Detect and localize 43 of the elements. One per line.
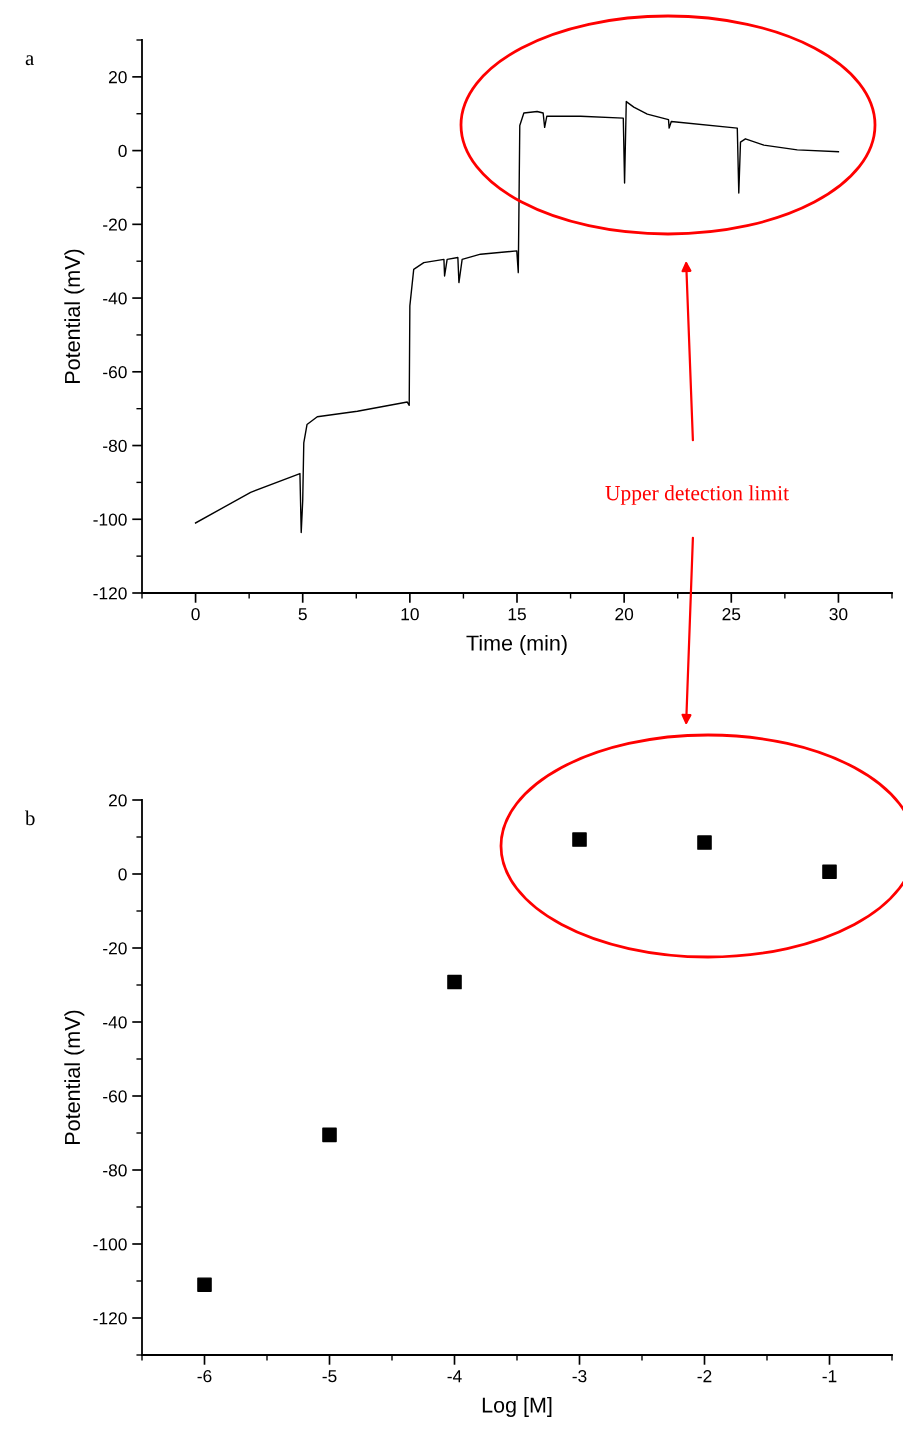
- text: a: [25, 55, 34, 66]
- y-tick-label: 0: [118, 144, 127, 158]
- x-tick-label: 5: [298, 608, 307, 621]
- y-tick-label: -120: [93, 1312, 127, 1325]
- y-tick-label: 0: [118, 868, 127, 881]
- x-tick-label: 20: [615, 608, 634, 621]
- y-tick-label: -80: [103, 439, 127, 452]
- point: [197, 1277, 212, 1292]
- x-tick-label: 30: [829, 608, 848, 621]
- point: [822, 864, 837, 880]
- y-tick-label: -120: [93, 587, 127, 600]
- x-axis-title: Log [M]: [482, 1396, 552, 1417]
- x-tick-label: 15: [508, 608, 526, 621]
- point: [322, 1127, 337, 1143]
- x-tick-label: -5: [322, 1370, 337, 1383]
- y-tick-label: -100: [93, 513, 127, 526]
- y-tick-label: -40: [103, 1016, 127, 1029]
- y-tick-label: -20: [103, 218, 127, 231]
- x-tick-label: 0: [191, 608, 200, 621]
- text: b: [25, 810, 35, 826]
- x-tick-label: -4: [447, 1370, 462, 1383]
- y-tick-label: -60: [103, 1090, 127, 1103]
- x-tick-label: 10: [401, 608, 419, 621]
- line-series: [194, 100, 840, 534]
- point: [572, 832, 587, 847]
- y-tick-label: -20: [103, 942, 127, 955]
- x-axis-title: Time (min): [466, 634, 567, 655]
- x-tick-label: 25: [722, 608, 741, 621]
- point: [447, 974, 462, 990]
- y-tick-label: -80: [103, 1164, 127, 1177]
- x-tick-label: -1: [822, 1370, 837, 1383]
- y-tick-label: 20: [108, 71, 127, 84]
- x-tick-label: -3: [572, 1370, 587, 1383]
- x-tick-label: -2: [697, 1370, 712, 1383]
- y-axis-title: Potential (mV): [64, 249, 85, 383]
- y-tick-label: -60: [103, 365, 127, 379]
- annotation: Upper detection limit: [605, 485, 789, 505]
- y-tick-label: -40: [103, 292, 127, 305]
- x-tick-label: -6: [197, 1370, 212, 1383]
- y-tick-label: 20: [108, 794, 127, 807]
- point: [697, 835, 712, 850]
- y-axis-title: Potential (mV): [64, 1010, 85, 1144]
- y-tick-label: -100: [93, 1238, 127, 1251]
